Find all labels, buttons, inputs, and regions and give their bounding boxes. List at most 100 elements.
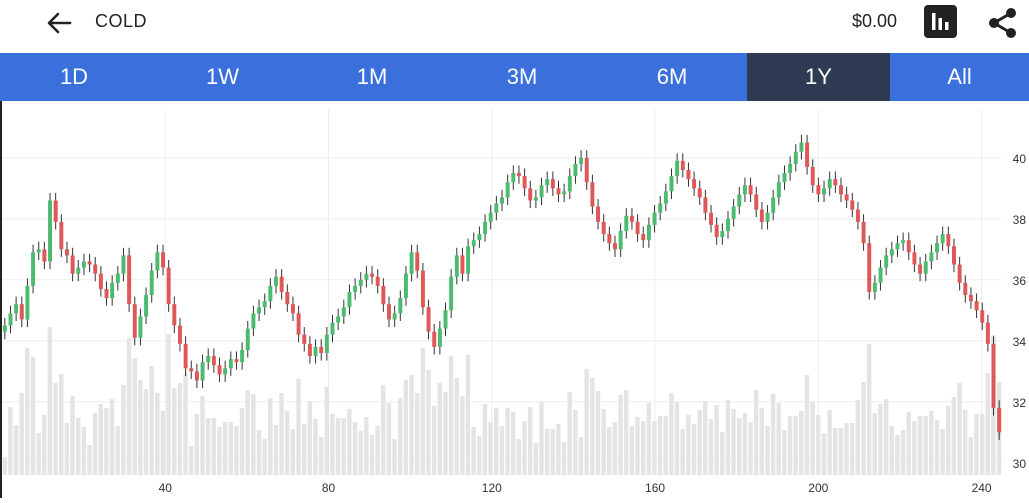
volume-bar <box>900 430 906 475</box>
volume-bar <box>160 411 166 475</box>
candle-body <box>115 273 120 283</box>
x-tick-label: 160 <box>645 481 665 495</box>
volume-bar <box>471 427 476 475</box>
volume-bar <box>171 388 177 475</box>
candle-body <box>850 200 855 210</box>
candle-body <box>183 343 188 369</box>
volume-bar <box>657 416 663 475</box>
volume-bar <box>138 380 143 475</box>
volume-bar <box>279 393 284 475</box>
candle-body <box>59 221 64 250</box>
candle-body <box>364 273 369 280</box>
volume-bar <box>499 426 505 475</box>
candle-body <box>991 343 996 408</box>
tab-1d[interactable]: 1D <box>59 64 89 89</box>
candle-body <box>347 292 352 308</box>
volume-bar <box>601 409 606 475</box>
volume-bar <box>268 398 273 475</box>
volume-bar <box>821 433 827 475</box>
candle-body <box>460 255 465 274</box>
volume-bar <box>217 427 222 475</box>
y-tick-label: 30 <box>1013 457 1027 471</box>
candle-body <box>539 185 544 198</box>
share-icon[interactable] <box>985 5 1021 41</box>
volume-bar <box>951 397 957 475</box>
tab-1y[interactable]: 1Y <box>747 53 890 101</box>
candle-body <box>985 322 990 344</box>
candle-body <box>635 221 640 235</box>
volume-bar <box>753 390 759 475</box>
volume-bar <box>443 392 448 475</box>
volume-bar <box>460 396 465 475</box>
candle-body <box>765 212 770 222</box>
volume-bar <box>256 430 262 475</box>
volume-bar <box>194 414 200 475</box>
volume-bar <box>448 356 454 475</box>
candle-body <box>387 304 391 320</box>
volume-bar <box>804 375 810 475</box>
arrow-left-icon[interactable] <box>44 8 74 38</box>
candle-body <box>161 252 165 268</box>
volume-bar <box>940 429 945 475</box>
candle-body <box>912 252 917 265</box>
volume-bar <box>697 410 702 475</box>
candlestick-chart[interactable]: 30 32 34 36 38 40 40 80 120 160 200 240 <box>2 101 1029 498</box>
volume-bar <box>838 428 844 475</box>
volume-bar <box>347 409 352 475</box>
candle-body <box>601 221 606 235</box>
candle-body <box>782 173 787 183</box>
candle-body <box>144 295 149 317</box>
candle-body <box>336 316 341 323</box>
candle-body <box>313 346 318 357</box>
candle-body <box>500 197 504 204</box>
candle-body <box>697 188 702 198</box>
volume-bar <box>510 412 516 475</box>
price-chart[interactable]: 30 32 34 36 38 40 40 80 120 160 200 240 <box>0 101 1029 498</box>
volume-bar <box>245 390 250 475</box>
tab-3m[interactable]: 3M <box>506 64 538 89</box>
candle-body <box>799 142 804 152</box>
tab-6m[interactable]: 6M <box>656 64 688 89</box>
tab-1m[interactable]: 1M <box>356 64 388 89</box>
candle-body <box>330 322 335 335</box>
volume-bar <box>680 429 685 475</box>
price-value: $0.00 <box>852 11 898 31</box>
bar-chart-icon[interactable] <box>924 5 957 38</box>
candle-body <box>528 188 533 201</box>
volume-bar <box>19 393 24 475</box>
volume-bar <box>465 355 471 475</box>
candle-body <box>426 307 431 332</box>
candle-body <box>872 282 877 292</box>
candle-body <box>488 212 493 222</box>
candle-body <box>748 185 753 195</box>
candle-body <box>409 252 414 274</box>
tab-1w[interactable]: 1W <box>206 64 239 89</box>
candle-body <box>793 151 798 164</box>
tab-all[interactable]: All <box>947 64 972 89</box>
volume-bar <box>313 419 318 475</box>
candle-body <box>935 243 940 253</box>
candle-body <box>494 203 499 213</box>
candle-body <box>2 325 7 332</box>
candle-body <box>53 200 58 222</box>
candle-body <box>776 182 781 198</box>
candle-body <box>652 212 657 225</box>
volume-bar <box>188 446 194 475</box>
candle-body <box>189 368 194 372</box>
volume-bar <box>437 383 442 475</box>
x-tick-label: 120 <box>482 481 502 495</box>
volume-bar <box>573 410 578 475</box>
volume-bar <box>703 401 708 475</box>
candle-body <box>432 331 437 347</box>
candle-body <box>228 359 233 369</box>
candle-body <box>403 273 408 299</box>
candle-body <box>234 359 239 363</box>
candle-body <box>48 200 52 262</box>
volume-bar <box>889 426 894 475</box>
volume-bar <box>883 399 889 475</box>
volume-bar <box>284 411 290 475</box>
volume-bar <box>296 379 301 475</box>
volume-bar <box>121 385 126 475</box>
candle-body <box>556 188 561 195</box>
volume-bar <box>228 422 233 475</box>
